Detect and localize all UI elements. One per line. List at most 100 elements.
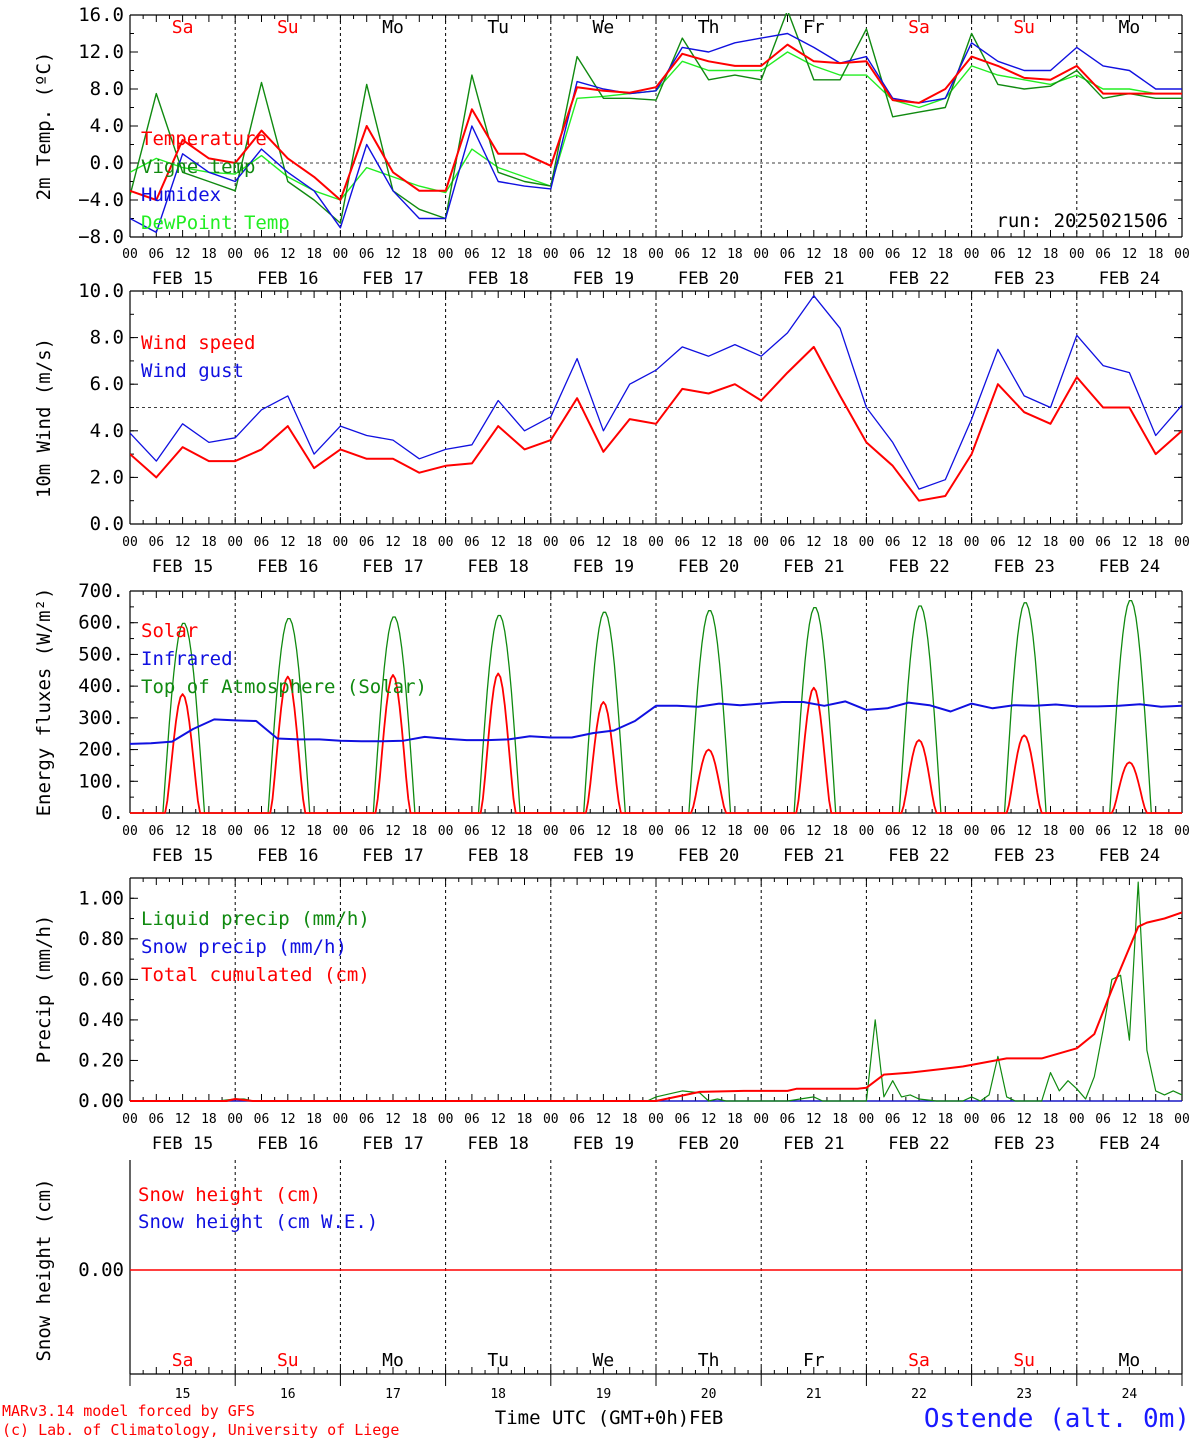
x-hour-label: 18	[411, 247, 427, 262]
day-number-label: 17	[385, 1387, 401, 1402]
x-date-label: FEB 22	[888, 1134, 949, 1154]
x-hour-label: 18	[727, 247, 743, 262]
x-hour-label: 18	[832, 824, 848, 839]
x-hour-label: 12	[1122, 247, 1138, 262]
x-hour-label: 12	[280, 824, 296, 839]
x-hour-label: 00	[122, 824, 138, 839]
legend-entry: Total cumulated (cm)	[141, 964, 370, 986]
y-tick-label: 16.0	[78, 4, 124, 26]
x-hour-label: 00	[1069, 1112, 1085, 1127]
legend-entry: Humidex	[141, 184, 221, 206]
y-tick-label: 0.00	[78, 1259, 124, 1281]
legend-entry: Top of Atmosphere (Solar)	[141, 676, 427, 698]
weekday-label: Mo	[382, 17, 404, 38]
x-hour-label: 12	[175, 1112, 191, 1127]
x-axis-title: Time UTC (GMT+0h)	[495, 1407, 689, 1429]
x-hour-label: 12	[490, 535, 506, 550]
x-hour-label: 06	[780, 247, 796, 262]
x-hour-label: 12	[490, 247, 506, 262]
month-label: FEB	[689, 1407, 723, 1429]
credit-line-1: MARv3.14 model forced by GFS	[2, 1402, 255, 1420]
x-hour-label: 00	[122, 1112, 138, 1127]
day-number-label: 21	[806, 1387, 822, 1402]
series-infrared	[130, 700, 1182, 745]
y-tick-label: 0.00	[78, 1090, 124, 1112]
y-tick-label: 6.0	[90, 373, 124, 395]
x-hour-label: 00	[1174, 1112, 1190, 1127]
weekday-label: Fr	[803, 17, 825, 38]
weekday-label: Mo	[1119, 1350, 1141, 1371]
x-hour-label: 18	[1043, 535, 1059, 550]
x-hour-label: 00	[648, 247, 664, 262]
x-hour-label: 12	[701, 1112, 717, 1127]
legend-entry: Snow precip (mm/h)	[141, 936, 347, 958]
weekday-label: Th	[698, 1350, 720, 1371]
x-hour-label: 18	[201, 247, 217, 262]
x-hour-label: 12	[175, 247, 191, 262]
x-hour-label: 18	[411, 824, 427, 839]
x-date-label: FEB 15	[152, 1134, 213, 1154]
y-tick-label: 300.	[78, 707, 124, 729]
day-number-label: 23	[1016, 1387, 1032, 1402]
x-date-label: FEB 19	[573, 557, 634, 577]
x-hour-label: 12	[1122, 1112, 1138, 1127]
x-hour-label: 06	[990, 535, 1006, 550]
x-hour-label: 06	[885, 535, 901, 550]
x-hour-label: 18	[306, 1112, 322, 1127]
x-hour-label: 06	[254, 535, 270, 550]
run-label: run: 2025021506	[996, 210, 1168, 232]
weekday-label: Mo	[1119, 17, 1141, 38]
y-tick-label: 600.	[78, 612, 124, 634]
x-hour-label: 06	[464, 824, 480, 839]
weekday-label: We	[593, 1350, 615, 1371]
legend-entry: DewPoint Temp	[141, 212, 290, 234]
x-hour-label: 12	[280, 535, 296, 550]
x-hour-label: 00	[964, 824, 980, 839]
x-hour-label: 06	[674, 535, 690, 550]
day-number-label: 15	[175, 1387, 191, 1402]
y-axis-label: Energy fluxes (W/m²)	[33, 588, 55, 817]
x-hour-label: 18	[1148, 535, 1164, 550]
x-hour-label: 00	[227, 535, 243, 550]
x-hour-label: 00	[859, 535, 875, 550]
x-hour-label: 06	[674, 247, 690, 262]
y-tick-label: 100.	[78, 770, 124, 792]
x-hour-label: 00	[543, 1112, 559, 1127]
weekday-label: Sa	[908, 17, 930, 38]
x-date-label: FEB 19	[573, 1134, 634, 1154]
y-tick-label: 1.00	[78, 887, 124, 909]
legend-entry: Infrared	[141, 648, 233, 670]
x-hour-label: 00	[648, 535, 664, 550]
x-date-label: FEB 23	[993, 557, 1054, 577]
x-hour-label: 18	[306, 824, 322, 839]
x-hour-label: 12	[701, 247, 717, 262]
day-number-label: 16	[280, 1387, 296, 1402]
x-hour-label: 12	[175, 535, 191, 550]
weekday-label: Su	[277, 1350, 299, 1371]
x-hour-label: 00	[227, 824, 243, 839]
y-tick-label: 2.0	[90, 466, 124, 488]
x-date-label: FEB 22	[888, 269, 949, 289]
x-hour-label: 00	[333, 824, 349, 839]
x-date-label: FEB 20	[678, 269, 739, 289]
x-date-label: FEB 23	[993, 269, 1054, 289]
x-hour-label: 00	[333, 535, 349, 550]
day-number-label: 22	[911, 1387, 927, 1402]
day-number-label: 19	[596, 1387, 612, 1402]
x-hour-label: 18	[1043, 1112, 1059, 1127]
x-hour-label: 00	[1069, 824, 1085, 839]
x-hour-label: 12	[911, 247, 927, 262]
y-tick-label: 4.0	[90, 115, 124, 137]
x-date-label: FEB 15	[152, 557, 213, 577]
x-date-label: FEB 15	[152, 846, 213, 866]
series-wind-gust	[130, 295, 1182, 490]
x-hour-label: 00	[964, 247, 980, 262]
x-date-label: FEB 19	[573, 269, 634, 289]
x-hour-label: 18	[832, 1112, 848, 1127]
weekday-label: Tu	[487, 1350, 509, 1371]
x-date-label: FEB 15	[152, 269, 213, 289]
legend-entry: Vigne temp	[141, 156, 255, 178]
x-hour-label: 06	[464, 1112, 480, 1127]
x-hour-label: 18	[201, 824, 217, 839]
x-hour-label: 06	[885, 1112, 901, 1127]
